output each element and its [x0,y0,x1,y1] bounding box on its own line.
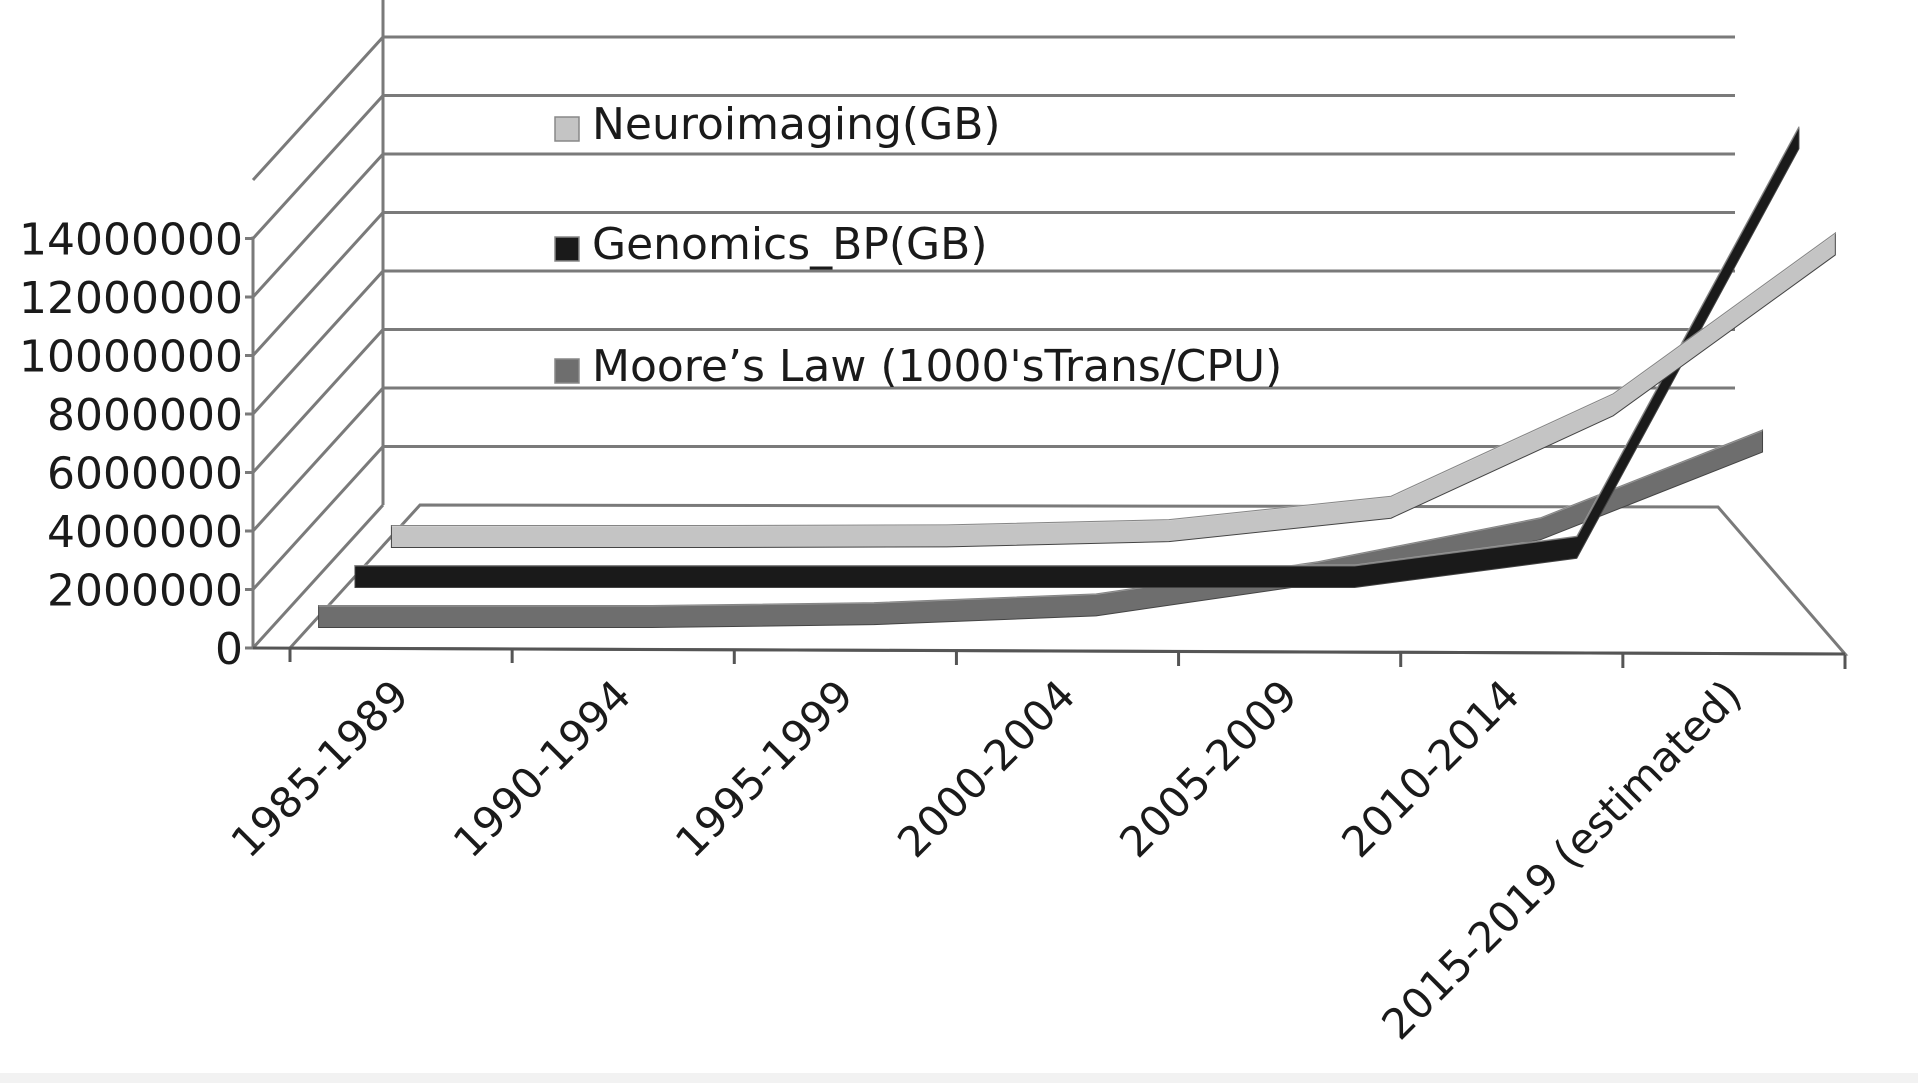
data-point [687,576,689,578]
x-tick-label: 2010-2014 [1332,670,1529,867]
data-point [873,613,875,615]
x-axis-ticks: 1985-1989 1990-1994 1995-1999 2000-2004 2005… [222,648,1847,1049]
data-point [1539,528,1541,530]
series-line [318,429,1764,629]
series-2 [318,429,1764,629]
y-tick-label: 6000000 [47,449,243,500]
series-0 [390,231,1836,548]
gridline-diagonal [251,269,385,416]
x-tick-label: 1990-1994 [444,670,641,867]
gridline-diagonal [251,211,385,357]
data-point [1834,243,1836,245]
x-tick-label: 2000-2004 [888,670,1085,867]
series-group [318,126,1836,629]
series-highlight [318,429,1763,607]
series-line [390,231,1836,548]
y-tick-label: 14000000 [19,215,243,266]
x-tick-label: 2005-2009 [1110,670,1307,867]
y-tick-label: 4000000 [47,507,243,558]
data-point [724,535,726,537]
legend-label: Moore’s Law (1000'sTrans/CPU) [592,341,1282,392]
legend-swatch [554,358,580,384]
data-point [1390,506,1392,508]
x-tick-label: 1985-1989 [222,670,419,867]
legend-label: Neuroimaging(GB) [592,99,1001,150]
gridline-diagonal [251,328,385,474]
gridline-diagonal [251,386,385,533]
x-tick-label: 1995-1999 [666,670,863,867]
data-point [1354,576,1356,578]
x-tick-label: 2015-2019 (estimated) [1372,670,1751,1049]
y-tick-label: 2000000 [47,566,243,617]
data-point [429,616,431,618]
data-point [651,616,653,618]
data-point [909,576,911,578]
data-point [1576,546,1578,548]
legend-label: Genomics_BP(GB) [592,219,988,270]
y-tick-label: 10000000 [19,332,243,383]
legend: Neuroimaging(GB) Genomics_BP(GB) Moore’s L… [554,99,1282,392]
legend-swatch [554,116,580,142]
legend-swatch [554,236,580,262]
data-point [465,576,467,578]
series-line [354,126,1800,588]
y-tick-label: 8000000 [47,390,243,441]
x-axis-line [252,646,1846,656]
series-highlight [355,126,1800,567]
data-point [501,535,503,537]
y-axis-ticks: 0 2000000 4000000 6000000 8000000 10000000 120… [19,215,253,675]
gridline-diagonal [251,94,385,240]
data-point [1798,137,1800,139]
gridline-diagonal [251,35,385,182]
data-point [1762,440,1764,442]
chart-axes [251,236,1846,656]
data-point [1168,530,1170,532]
series-highlight [391,232,1836,527]
data-point [1612,404,1614,406]
gridlines [251,0,1735,650]
bottom-strip [0,1073,1918,1083]
y-tick-label: 0 [215,624,243,675]
gridline-diagonal [251,503,385,650]
gridline-diagonal [251,445,385,591]
y-tick-label: 12000000 [19,273,243,324]
data-point [1095,604,1097,606]
gridline-diagonal [251,152,385,299]
series-1 [354,126,1800,588]
data-point [946,535,948,537]
data-point [1132,576,1134,578]
